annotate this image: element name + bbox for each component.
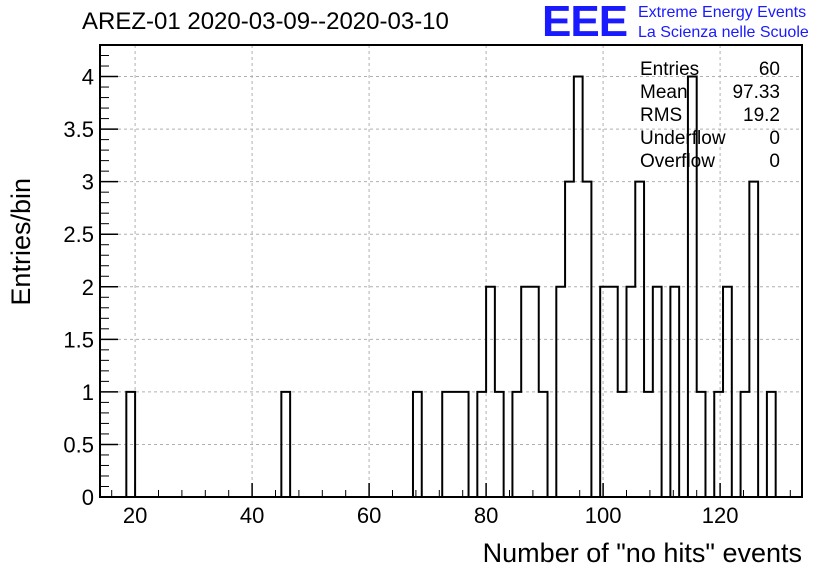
plot-frame <box>99 44 803 498</box>
chart-title: AREZ-01 2020-03-09--2020-03-10 <box>82 8 449 35</box>
x-tick-label: 80 <box>474 503 498 528</box>
y-tick-label: 3 <box>82 170 94 195</box>
x-tick-label: 40 <box>240 503 264 528</box>
axis-ticks: 20 40 60 80 100 120 0 0.5 1 1.5 2 2.5 3 3.5 4 <box>63 55 791 528</box>
stat-row-overflow: Overflow 0 <box>640 150 780 173</box>
histogram-outline <box>125 75 777 498</box>
stat-label: Underflow <box>640 128 726 149</box>
x-axis-label: Number of "no hits" events <box>483 538 802 568</box>
grid-lines <box>100 45 802 497</box>
logo-line-2: La Scienza nelle Scuole <box>638 24 809 41</box>
y-tick-label: 2 <box>82 275 94 300</box>
stat-value: 19.2 <box>743 105 780 126</box>
stats-box: Entries 60 Mean 97.33 RMS 19.2 Underflow… <box>640 58 780 173</box>
stat-label: Entries <box>640 59 700 80</box>
x-tick-label: 120 <box>702 503 739 528</box>
y-tick-label: 4 <box>82 65 94 90</box>
stat-label: RMS <box>640 105 683 126</box>
y-tick-label: 0 <box>82 485 94 510</box>
y-axis-label: Entries/bin <box>6 178 36 306</box>
stat-value: 97.33 <box>732 82 780 103</box>
eee-logo: EEE <box>542 0 628 46</box>
stat-value: 60 <box>758 59 780 80</box>
logo-line-1: Extreme Energy Events <box>638 4 807 21</box>
y-tick-label: 2.5 <box>63 222 94 247</box>
stat-row-mean: Mean 97.33 <box>640 81 780 104</box>
y-tick-label: 0.5 <box>63 432 94 457</box>
stat-value: 0 <box>769 128 780 149</box>
stat-row-rms: RMS 19.2 <box>640 104 780 127</box>
x-tick-label: 100 <box>585 503 622 528</box>
stat-row-entries: Entries 60 <box>640 58 780 81</box>
y-tick-label: 3.5 <box>63 117 94 142</box>
stat-label: Overflow <box>640 151 715 172</box>
x-tick-label: 60 <box>357 503 381 528</box>
y-tick-label: 1.5 <box>63 327 94 352</box>
stat-label: Mean <box>640 82 688 103</box>
x-tick-label: 20 <box>123 503 147 528</box>
stat-row-underflow: Underflow 0 <box>640 127 780 150</box>
y-tick-label: 1 <box>82 380 94 405</box>
stat-value: 0 <box>769 151 780 172</box>
